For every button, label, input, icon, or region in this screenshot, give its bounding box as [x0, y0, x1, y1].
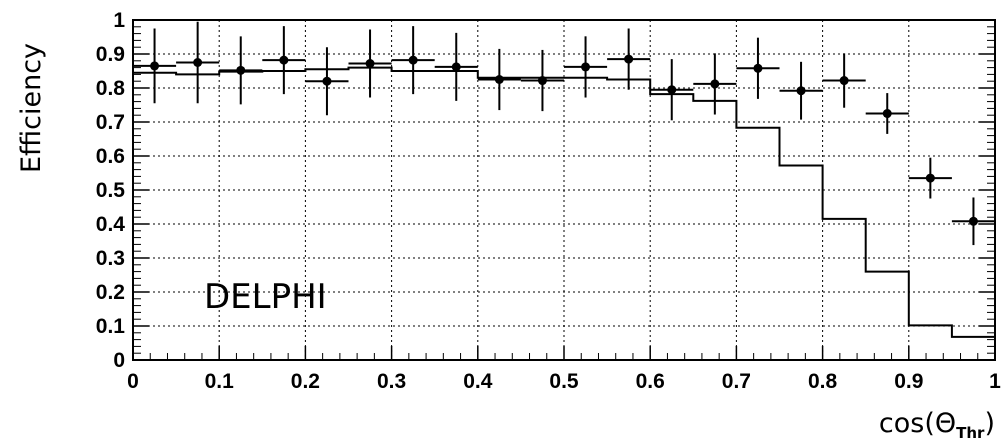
data-point	[908, 157, 952, 199]
x-axis-title-base: cos(Θ	[879, 408, 956, 439]
x-tick-label: 0.5	[549, 370, 579, 393]
point-marker	[710, 79, 720, 89]
x-axis-title-tail: )	[984, 408, 995, 439]
x-axis-title-sub: Thr	[956, 424, 985, 442]
point-marker	[408, 55, 418, 65]
point-marker	[537, 76, 547, 86]
point-marker	[236, 65, 246, 75]
y-tick-label: 0.6	[96, 145, 125, 168]
delphi-label: DELPHI	[204, 277, 327, 317]
y-tick-label: 1	[113, 9, 125, 32]
point-marker	[796, 86, 806, 96]
x-tick-labels: 0 0.1 0.2 0.3 0.4 0.5 0.6 0.7 0.8 0.9 1	[127, 370, 1001, 393]
x-tick-label: 0.8	[808, 370, 838, 393]
point-marker	[581, 62, 591, 72]
x-tick-label: 0.4	[463, 370, 493, 393]
point-marker	[925, 173, 935, 183]
point-marker	[667, 85, 677, 95]
x-tick-label: 0	[127, 370, 139, 393]
data-point	[564, 36, 608, 98]
x-tick-label: 0.6	[636, 370, 665, 393]
data-point	[865, 93, 909, 134]
data-point	[305, 47, 349, 116]
point-marker	[494, 75, 504, 84]
y-tick-label: 0	[113, 349, 125, 372]
y-tick-label: 0.7	[96, 111, 125, 134]
y-tick-label: 0.4	[96, 213, 126, 236]
point-marker	[968, 216, 978, 226]
point-marker	[753, 63, 763, 73]
y-tick-label: 0.8	[96, 77, 126, 100]
point-marker	[193, 58, 203, 67]
y-axis-title: Efficiency	[16, 43, 47, 173]
x-tick-label: 0.2	[291, 370, 320, 393]
data-point	[219, 36, 263, 105]
data-point	[176, 21, 220, 104]
data-point	[520, 49, 564, 112]
y-tick-label: 0.2	[96, 281, 125, 304]
data-point	[348, 29, 392, 98]
data-point	[391, 26, 435, 95]
data-point	[434, 32, 478, 101]
data-point	[133, 28, 177, 104]
point-marker	[279, 55, 289, 65]
x-tick-label: 1	[989, 370, 1001, 393]
data-points-series	[133, 21, 995, 246]
point-marker	[839, 76, 849, 86]
data-point	[693, 53, 737, 115]
y-tick-label: 0.1	[96, 315, 126, 338]
y-tick-label: 0.5	[96, 179, 126, 202]
data-point	[822, 53, 866, 108]
x-axis-title: cos(ΘThr)	[879, 408, 995, 442]
x-tick-label: 0.7	[722, 370, 751, 393]
data-point	[779, 61, 823, 120]
point-marker	[882, 109, 892, 118]
point-marker	[451, 62, 461, 72]
axis-ticks	[132, 19, 996, 361]
data-point	[736, 37, 780, 99]
data-point	[262, 26, 306, 95]
y-tick-label: 0.3	[96, 247, 125, 270]
point-marker	[322, 76, 332, 86]
data-point	[650, 59, 694, 121]
point-marker	[150, 61, 160, 71]
point-marker	[624, 54, 634, 64]
data-point	[477, 48, 521, 111]
x-tick-label: 0.3	[377, 370, 406, 393]
point-marker	[365, 59, 375, 69]
data-point	[607, 28, 651, 90]
data-point	[951, 197, 995, 246]
x-tick-label: 0.1	[205, 370, 235, 393]
x-tick-label: 0.9	[894, 370, 923, 393]
y-tick-label: 0.9	[96, 43, 125, 66]
y-tick-labels: 0 0.1 0.2 0.3 0.4 0.5 0.6 0.7 0.8 0.9 1	[96, 9, 126, 372]
